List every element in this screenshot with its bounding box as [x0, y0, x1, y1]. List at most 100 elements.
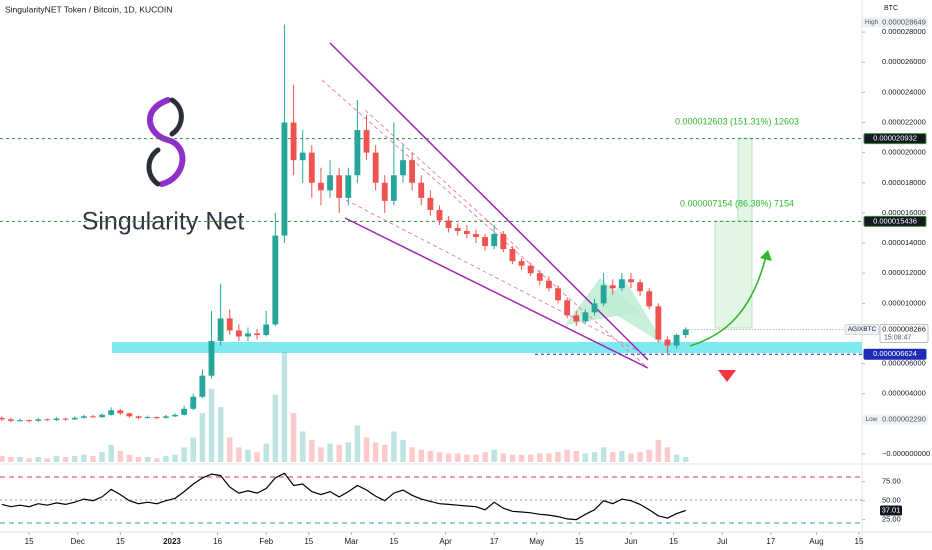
volume-bar	[281, 352, 288, 462]
volume-bar	[372, 442, 379, 462]
x-tick-label: Apr	[439, 537, 452, 546]
rsi-last-box	[880, 505, 902, 516]
volume-bar	[53, 455, 60, 462]
candle-body	[144, 417, 151, 419]
volume-bar	[610, 452, 616, 462]
volume-bar	[664, 447, 671, 462]
candle-body	[117, 410, 124, 414]
axis-unit: BTC	[884, 5, 898, 12]
candle-body	[436, 209, 443, 221]
level-label: 0.000015436	[873, 216, 917, 225]
candle-body	[637, 282, 644, 292]
arrow	[689, 255, 767, 347]
candle-body	[172, 414, 178, 417]
y-tick-label: 0.000018000	[882, 178, 926, 187]
candle-body	[518, 261, 525, 266]
x-tick-label: 2023	[163, 537, 181, 546]
candle-body	[108, 410, 115, 415]
support-zone	[112, 342, 862, 353]
x-tick-label: Feb	[259, 537, 273, 546]
extreme-name-box	[863, 414, 880, 425]
candle-body	[345, 175, 352, 198]
candle-body	[226, 318, 233, 331]
y-tick-label: 0.000006000	[882, 359, 926, 368]
candle-body	[281, 122, 288, 236]
candle-body	[564, 300, 571, 316]
volume-bar	[509, 454, 516, 462]
volume-bar	[81, 454, 87, 462]
volume-bar	[354, 425, 361, 462]
volume-bar	[427, 451, 434, 462]
pattern-shape	[600, 280, 665, 345]
candle-body	[591, 303, 598, 313]
candle-body	[35, 419, 42, 421]
volume-bar	[117, 451, 124, 462]
candle-body	[628, 279, 634, 283]
candle-body	[673, 334, 680, 346]
x-tick-label: Mar	[344, 537, 358, 546]
candle-body	[208, 341, 215, 376]
x-tick-label: Dec	[71, 537, 85, 546]
candle-body	[409, 160, 416, 183]
x-tick-label: 16	[213, 537, 222, 546]
volume-bar	[482, 452, 488, 462]
candle-body	[527, 265, 534, 274]
volume-bar	[227, 437, 233, 462]
symbol-box	[844, 324, 880, 335]
candle-body	[582, 312, 589, 322]
volume-bar	[363, 437, 370, 462]
volume-bar	[154, 458, 160, 462]
x-tick-label: Aug	[809, 537, 823, 546]
x-tick-label: May	[529, 537, 544, 546]
volume-bar	[309, 440, 315, 462]
candle-body	[318, 182, 324, 191]
volume-bar	[135, 457, 142, 462]
candle-body	[646, 291, 653, 307]
volume-bar	[17, 457, 23, 462]
volume-bar	[409, 447, 415, 462]
volume-bar	[318, 447, 324, 462]
extreme-name: High	[865, 19, 879, 26]
volume-bar	[418, 449, 424, 462]
volume-bar	[637, 452, 643, 462]
volume-bar	[236, 447, 242, 462]
candle-body	[62, 418, 69, 420]
volume-bar	[62, 457, 69, 462]
candle-body	[308, 152, 315, 183]
y-tick-label: 0.000020000	[882, 148, 926, 157]
candle-body	[153, 417, 160, 419]
volume-bar	[163, 455, 169, 462]
level-label: 0.000020932	[873, 134, 917, 143]
symbol-label: AGIXBTC	[848, 326, 877, 333]
volume-bar	[181, 447, 187, 462]
candle-body	[555, 288, 561, 301]
volume-bar	[655, 440, 662, 462]
candle-body	[682, 329, 689, 335]
volume-bar	[464, 454, 470, 462]
y-tick-label: 0.000028000	[882, 27, 926, 36]
candle-body	[7, 419, 14, 421]
volume-bar	[299, 431, 306, 462]
level-label: 0.000006624	[873, 349, 917, 358]
candle-body	[162, 416, 169, 418]
volume-bar	[400, 440, 406, 462]
volume-bar	[382, 444, 388, 462]
volume-bar	[573, 451, 580, 462]
candle-body	[482, 237, 488, 247]
volume-bar	[199, 413, 206, 462]
x-tick-label: 15	[855, 537, 864, 546]
candle-body	[427, 197, 434, 210]
logo-mark	[146, 97, 184, 187]
candle-body	[618, 279, 625, 289]
y-tick-label: 0.000016000	[882, 208, 926, 217]
x-tick-label: 15	[669, 537, 678, 546]
volume-bar	[26, 458, 32, 462]
volume-bar	[673, 454, 680, 462]
candle-body	[290, 122, 297, 161]
x-tick-label: 15	[575, 537, 584, 546]
x-tick-label: Jun	[625, 537, 638, 546]
candle-body	[126, 413, 133, 417]
x-tick-label: 15	[116, 537, 125, 546]
